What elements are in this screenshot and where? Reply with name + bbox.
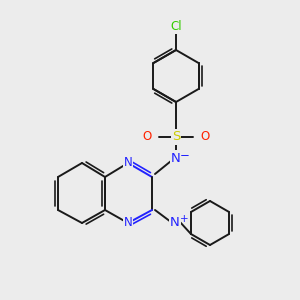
Text: N: N [124,157,132,169]
Text: −: − [180,149,190,163]
Text: O: O [200,130,210,143]
Text: N: N [124,217,132,230]
Text: N: N [170,215,180,229]
Text: +: + [180,214,188,224]
Text: N: N [171,152,181,164]
Text: O: O [142,130,152,143]
Text: Cl: Cl [170,20,182,34]
Text: S: S [172,130,180,143]
